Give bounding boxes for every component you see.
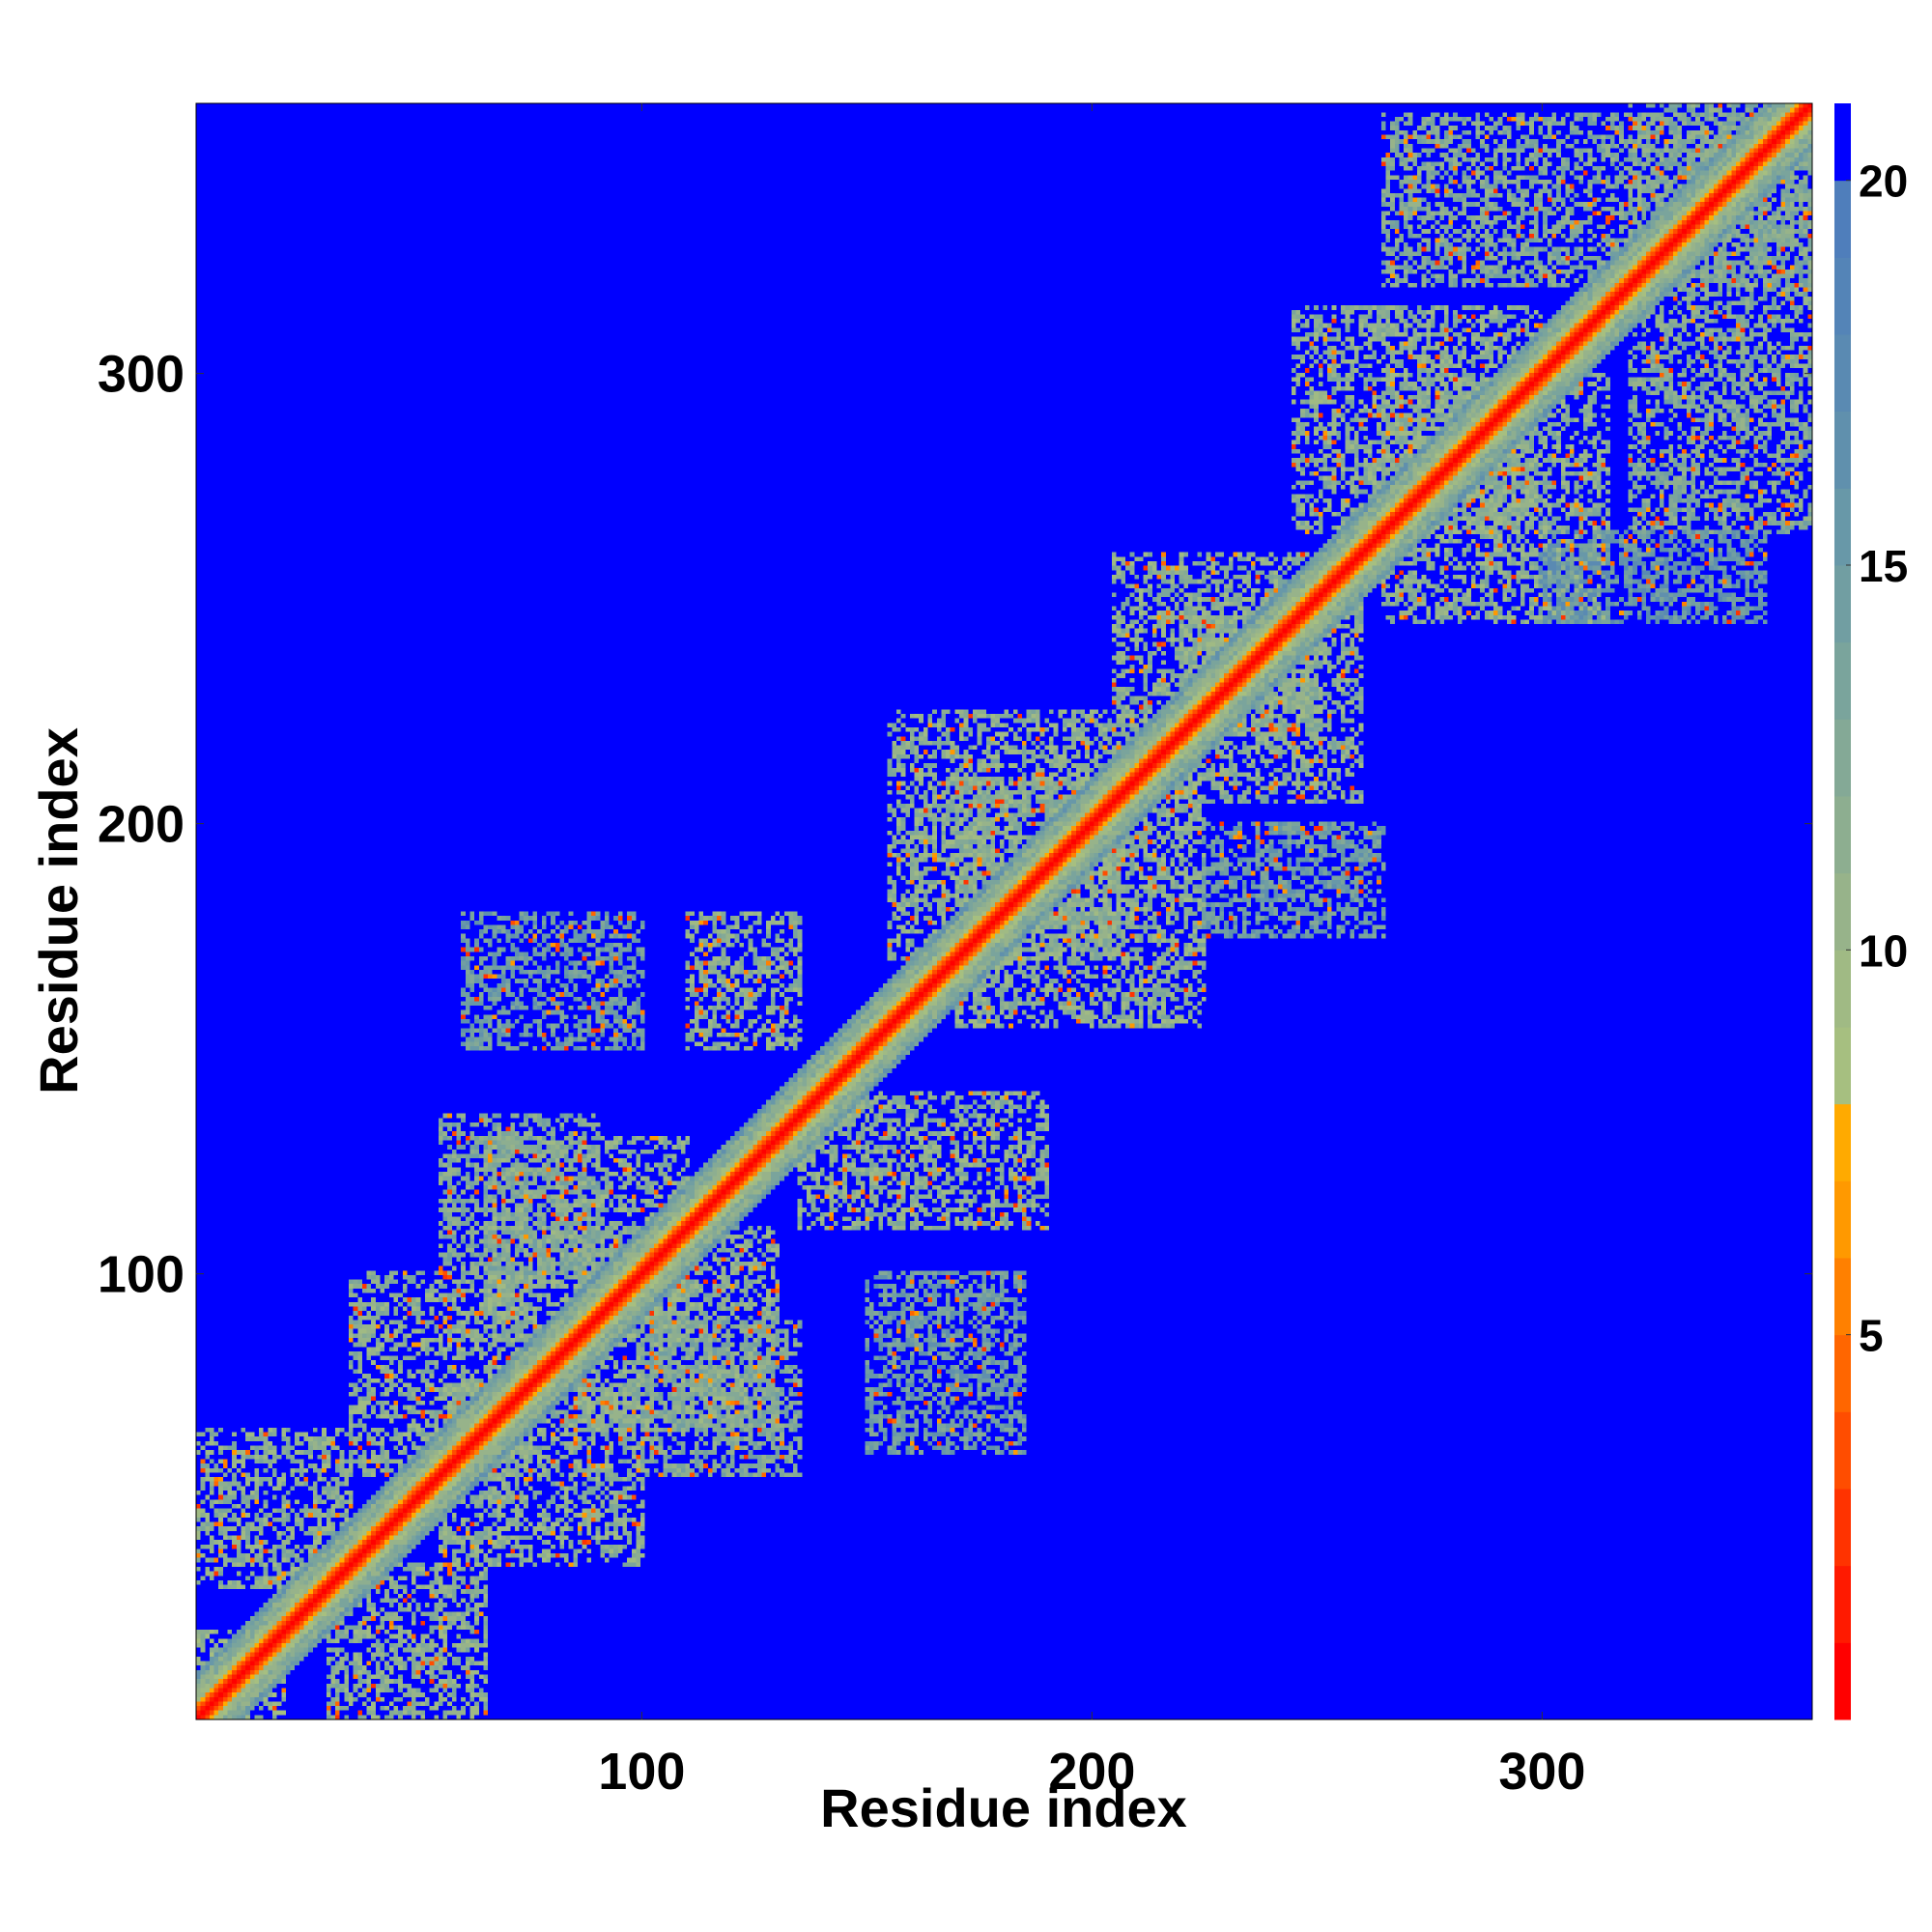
colorbar-segment bbox=[1834, 103, 1851, 182]
heatmap-cells bbox=[196, 103, 1812, 1719]
colorbar bbox=[1834, 103, 1851, 1720]
y-tick-label: 100 bbox=[98, 1246, 185, 1304]
colorbar-segment bbox=[1834, 334, 1851, 412]
x-tick-labels: 100 200 300 bbox=[598, 1743, 1585, 1801]
colorbar-segment bbox=[1834, 180, 1851, 258]
colorbar-segment bbox=[1834, 411, 1851, 489]
y-tick-label: 300 bbox=[98, 346, 185, 404]
x-tick-label: 200 bbox=[1048, 1743, 1135, 1801]
colorbar-segment bbox=[1834, 796, 1851, 874]
colorbar-tick-labels: 5 10 15 20 bbox=[1859, 156, 1908, 1361]
colorbar-segment bbox=[1834, 1489, 1851, 1567]
y-tick-label: 200 bbox=[98, 796, 185, 854]
colorbar-segment bbox=[1834, 1103, 1851, 1181]
colorbar-segment bbox=[1834, 1411, 1851, 1490]
y-axis-label: Residue index bbox=[28, 727, 89, 1094]
colorbar-segment bbox=[1834, 641, 1851, 720]
colorbar-segment bbox=[1834, 1334, 1851, 1412]
colorbar-segment bbox=[1834, 488, 1851, 566]
colorbar-segment bbox=[1834, 1180, 1851, 1259]
heatmap-image bbox=[196, 103, 1812, 1719]
colorbar-tick-label: 10 bbox=[1859, 925, 1908, 976]
x-axis-label: Residue index bbox=[820, 1777, 1187, 1838]
colorbar-segment bbox=[1834, 257, 1851, 335]
colorbar-tick-label: 5 bbox=[1859, 1311, 1884, 1361]
colorbar-segment bbox=[1834, 1027, 1851, 1105]
colorbar-tick-label: 15 bbox=[1859, 541, 1908, 591]
colorbar-tick-label: 20 bbox=[1859, 156, 1908, 207]
colorbar-segment bbox=[1834, 1565, 1851, 1643]
colorbar-segment bbox=[1834, 1258, 1851, 1336]
x-tick-label: 300 bbox=[1498, 1743, 1585, 1801]
colorbar-segment bbox=[1834, 872, 1851, 951]
colorbar-segment bbox=[1834, 565, 1851, 643]
y-tick-labels: 100 200 300 bbox=[98, 346, 185, 1304]
colorbar-segment bbox=[1834, 719, 1851, 797]
axis-ticks bbox=[196, 103, 1812, 1719]
colorbar-segment bbox=[1834, 1642, 1851, 1720]
colorbar-segment bbox=[1834, 950, 1851, 1028]
plot-frame bbox=[195, 102, 1813, 1720]
x-tick-label: 100 bbox=[598, 1743, 685, 1801]
